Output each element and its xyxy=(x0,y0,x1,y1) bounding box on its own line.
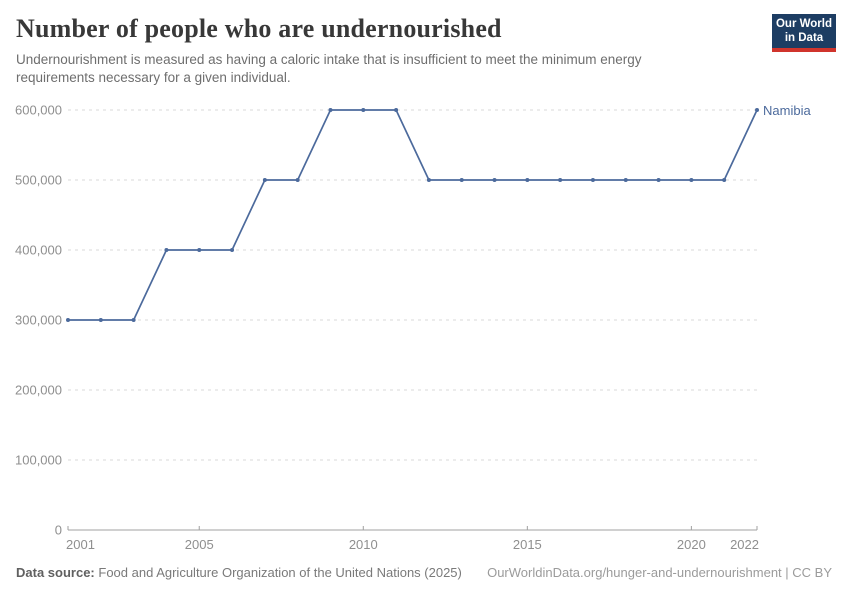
data-point xyxy=(623,178,628,182)
data-source: Data source: Food and Agriculture Organi… xyxy=(16,565,462,580)
chart-footer: Data source: Food and Agriculture Organi… xyxy=(16,565,832,580)
line-chart: 0 100,000 200,000 300,000 400,000 500,000 600,… xyxy=(15,103,811,553)
data-point xyxy=(361,108,366,112)
data-point xyxy=(590,178,595,182)
data-point xyxy=(689,178,694,182)
chart-header: Number of people who are undernourished … xyxy=(16,14,836,87)
chart-subtitle: Undernourishment is measured as having a… xyxy=(16,51,642,85)
y-axis-tick-label: 600,000 xyxy=(15,103,62,118)
y-axis-tick-label: 100,000 xyxy=(15,453,62,468)
y-axis-tick-label: 400,000 xyxy=(15,243,62,258)
data-point xyxy=(656,178,661,182)
page-title: Number of people who are undernourished xyxy=(16,14,502,43)
data-point xyxy=(230,248,235,252)
data-point xyxy=(558,178,563,182)
data-point xyxy=(755,108,759,112)
y-axis-tick-label: 200,000 xyxy=(15,383,62,398)
chart-area: 0 100,000 200,000 300,000 400,000 500,000 600,… xyxy=(0,95,850,555)
data-point xyxy=(66,318,70,322)
data-point xyxy=(164,248,169,252)
x-axis-tick-label: 2020 xyxy=(677,537,706,552)
data-point xyxy=(525,178,530,182)
owid-logo-line1: Our World xyxy=(775,17,832,30)
x-axis-tick-label: 2005 xyxy=(185,537,214,552)
data-point xyxy=(131,318,136,322)
data-line-namibia xyxy=(68,109,758,321)
data-point xyxy=(426,178,431,182)
x-axis-tick-label: 2001 xyxy=(66,537,95,552)
x-axis-tick-label: 2010 xyxy=(349,537,378,552)
owid-logo: Our World in Data xyxy=(772,14,836,52)
y-axis-tick-label: 0 xyxy=(55,523,62,538)
data-point xyxy=(262,178,267,182)
series-end-label: Namibia xyxy=(763,103,811,118)
data-point xyxy=(459,178,464,182)
owid-logo-line2: in Data xyxy=(784,32,824,44)
data-point xyxy=(492,178,497,182)
data-point xyxy=(328,108,333,112)
data-point xyxy=(394,108,399,112)
data-point xyxy=(722,178,727,182)
data-source-label: Data source: xyxy=(16,565,95,580)
data-point xyxy=(98,318,103,322)
x-axis-tick-label: 2015 xyxy=(513,537,542,552)
y-axis-tick-label: 500,000 xyxy=(15,173,62,188)
y-axis-tick-label: 300,000 xyxy=(15,313,62,328)
data-source-value: Food and Agriculture Organization of the… xyxy=(98,565,462,580)
data-point xyxy=(295,178,300,182)
owid-attribution-link[interactable]: OurWorldinData.org/hunger-and-undernouri… xyxy=(487,565,832,580)
x-axis-tick-label: 2022 xyxy=(730,537,759,552)
data-point xyxy=(197,248,202,252)
